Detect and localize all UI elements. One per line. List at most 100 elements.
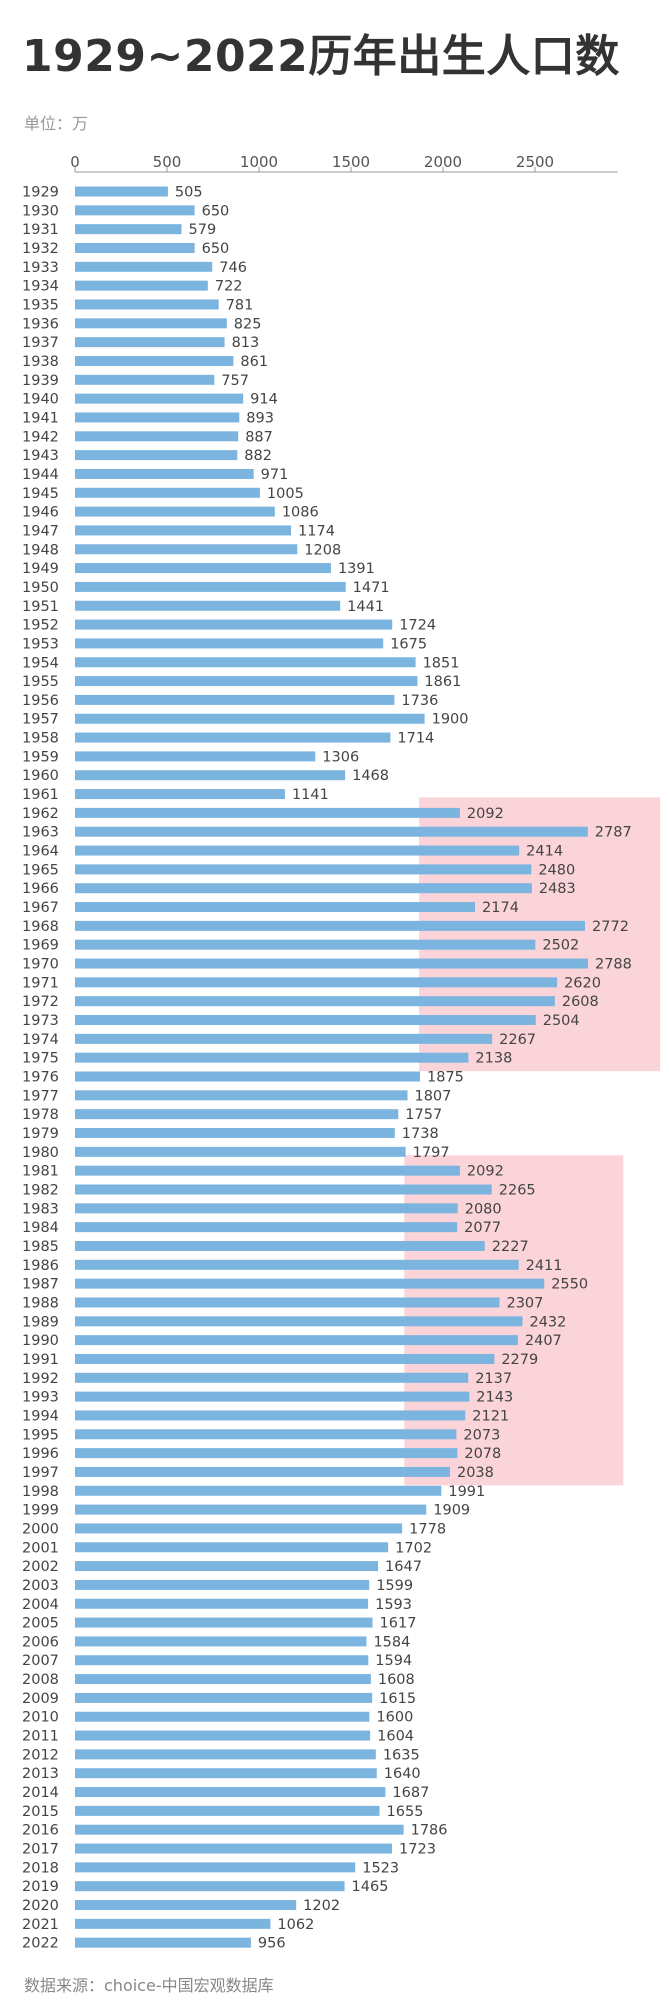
value-label: 1640 xyxy=(384,1766,421,1782)
value-label: 2772 xyxy=(592,919,629,935)
year-label: 1972 xyxy=(22,994,59,1010)
value-label: 1900 xyxy=(432,712,469,728)
bar xyxy=(75,996,555,1007)
bar xyxy=(75,883,532,894)
year-label: 1969 xyxy=(22,938,59,954)
value-label: 861 xyxy=(240,354,268,370)
year-label: 1985 xyxy=(22,1239,59,1255)
value-label: 1757 xyxy=(405,1107,442,1123)
year-label: 1939 xyxy=(22,373,59,389)
year-label: 1973 xyxy=(22,1013,59,1029)
value-label: 914 xyxy=(250,392,278,408)
year-label: 1943 xyxy=(22,448,59,464)
year-label: 2017 xyxy=(22,1842,59,1858)
value-label: 1778 xyxy=(409,1521,446,1537)
bar xyxy=(75,1730,371,1741)
year-label: 1994 xyxy=(22,1408,59,1424)
value-label: 2073 xyxy=(463,1427,500,1443)
year-label: 1977 xyxy=(22,1088,59,1104)
year-label: 1966 xyxy=(22,881,59,897)
value-label: 1991 xyxy=(448,1484,485,1500)
bar xyxy=(75,638,384,649)
value-label: 1468 xyxy=(352,768,389,784)
value-label: 1604 xyxy=(377,1729,414,1745)
bar xyxy=(75,676,418,687)
x-tick-label: 500 xyxy=(153,153,182,171)
year-label: 2009 xyxy=(22,1691,59,1707)
year-label: 2011 xyxy=(22,1729,59,1745)
bar xyxy=(75,939,536,950)
year-label: 1952 xyxy=(22,618,59,634)
year-label: 1975 xyxy=(22,1051,59,1067)
value-label: 1647 xyxy=(385,1559,422,1575)
bar xyxy=(75,1824,404,1835)
bar xyxy=(75,1598,369,1609)
year-label: 1949 xyxy=(22,561,59,577)
year-label: 1957 xyxy=(22,712,59,728)
year-label: 1979 xyxy=(22,1126,59,1142)
bar xyxy=(75,1881,345,1892)
year-label: 1965 xyxy=(22,862,59,878)
value-label: 1807 xyxy=(414,1088,451,1104)
value-label: 2227 xyxy=(492,1239,529,1255)
bar xyxy=(75,563,331,574)
bar xyxy=(75,1128,395,1138)
year-label: 1954 xyxy=(22,655,59,671)
year-label: 1930 xyxy=(22,203,59,219)
value-label: 1208 xyxy=(304,542,341,558)
year-label: 1929 xyxy=(22,185,59,201)
value-label: 2078 xyxy=(464,1446,501,1462)
value-label: 1599 xyxy=(376,1578,413,1594)
year-label: 1934 xyxy=(22,279,59,295)
bar xyxy=(75,374,215,385)
bar xyxy=(75,1674,371,1685)
year-label: 1999 xyxy=(22,1503,59,1519)
value-label: 1724 xyxy=(399,618,436,634)
bar xyxy=(75,1372,469,1383)
year-label: 2015 xyxy=(22,1804,59,1820)
x-axis: 0 500 1000 1500 2000 2500 xyxy=(70,153,618,173)
value-label: 2038 xyxy=(457,1465,494,1481)
year-label: 1998 xyxy=(22,1484,59,1500)
bar xyxy=(75,1636,367,1647)
bar xyxy=(75,789,285,800)
value-label: 1655 xyxy=(387,1804,424,1820)
x-tick-label: 2000 xyxy=(424,153,462,171)
value-label: 650 xyxy=(202,203,230,219)
value-label: 1615 xyxy=(379,1691,416,1707)
bar xyxy=(75,280,208,291)
value-label: 1861 xyxy=(424,674,461,690)
bar xyxy=(75,1259,519,1270)
year-label: 2007 xyxy=(22,1653,59,1669)
bar xyxy=(75,920,586,931)
value-label: 1714 xyxy=(397,731,434,747)
value-label: 2620 xyxy=(564,975,601,991)
value-label: 2407 xyxy=(525,1333,562,1349)
value-label: 2174 xyxy=(482,900,519,916)
bar xyxy=(75,261,213,272)
value-label: 2432 xyxy=(529,1314,566,1330)
bar xyxy=(75,1579,370,1590)
year-labels: 1929 1930 1931 1932 1933 1934 1935 1936 1937 1938… xyxy=(22,185,59,1952)
year-label: 1959 xyxy=(22,749,59,765)
year-label: 1937 xyxy=(22,335,59,351)
year-label: 1992 xyxy=(22,1371,59,1387)
bar xyxy=(75,619,393,630)
value-label: 893 xyxy=(246,410,274,426)
year-label: 1956 xyxy=(22,693,59,709)
year-label: 1953 xyxy=(22,636,59,652)
bar xyxy=(75,1353,495,1364)
value-label: 2550 xyxy=(551,1277,588,1293)
bar xyxy=(75,299,219,310)
value-label: 781 xyxy=(226,297,254,313)
bar xyxy=(75,1504,427,1515)
year-label: 1948 xyxy=(22,542,59,558)
value-label: 1523 xyxy=(362,1860,399,1876)
bar xyxy=(75,1768,377,1779)
year-label: 2002 xyxy=(22,1559,59,1575)
value-label: 1141 xyxy=(292,787,329,803)
year-label: 1984 xyxy=(22,1220,59,1236)
value-label: 813 xyxy=(232,335,260,351)
year-label: 2012 xyxy=(22,1747,59,1763)
